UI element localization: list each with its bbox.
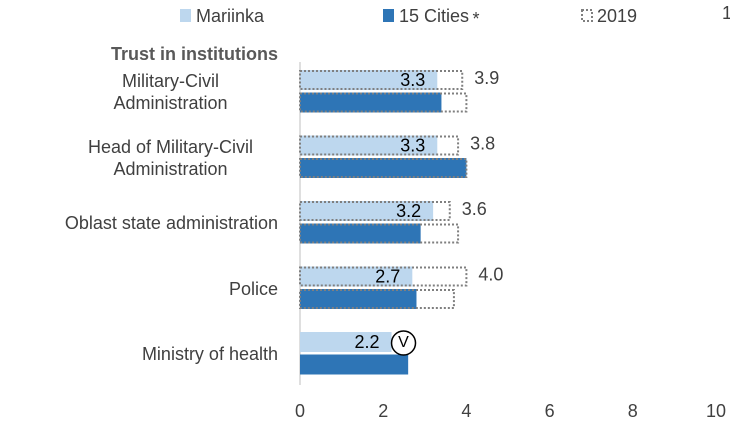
comparison-label: 3.8 bbox=[470, 133, 495, 153]
annotation-text: V bbox=[398, 334, 409, 351]
category-label: Ministry of health bbox=[142, 324, 278, 384]
legend-label: 15 Cities bbox=[399, 6, 469, 26]
bar bbox=[300, 266, 413, 287]
category-text: Head of Military-Civil Administration bbox=[87, 136, 254, 179]
legend-note: * bbox=[472, 9, 479, 29]
bar bbox=[300, 289, 417, 309]
comparison-label: 3.6 bbox=[462, 199, 487, 219]
value-label: 3.2 bbox=[396, 201, 421, 221]
comparison-outline bbox=[299, 70, 464, 90]
comparison-label: 4.0 bbox=[478, 264, 503, 284]
value-label: 3.3 bbox=[400, 70, 425, 90]
x-tick-label: 0 bbox=[295, 401, 305, 421]
bar bbox=[300, 223, 421, 244]
comparison-outline bbox=[299, 289, 455, 309]
bar bbox=[300, 135, 438, 156]
bar bbox=[300, 332, 392, 352]
legend-swatch bbox=[383, 9, 394, 22]
value-label: 3.3 bbox=[400, 135, 425, 155]
category-text: Ministry of health bbox=[141, 344, 278, 364]
category-text: Oblast state administration bbox=[64, 213, 278, 233]
value-label: 2.7 bbox=[375, 266, 400, 286]
value-label: 2.2 bbox=[354, 332, 379, 352]
category-label: Oblast state administration bbox=[65, 193, 278, 253]
category-text: Police bbox=[228, 278, 278, 299]
x-tick-label: 4 bbox=[461, 401, 471, 421]
chart-title: Trust in institutions bbox=[111, 44, 278, 64]
comparison-label: 3.9 bbox=[474, 68, 499, 88]
x-tick-label: 6 bbox=[545, 401, 555, 421]
bar bbox=[300, 158, 467, 178]
legend-swatch bbox=[581, 9, 593, 22]
corner-note: 1 bbox=[722, 3, 730, 23]
category-label: Head of Military-Civil Administration bbox=[63, 128, 278, 188]
x-tick-label: 10 bbox=[706, 401, 726, 421]
annotation-circle bbox=[390, 330, 417, 356]
x-tick-label: 2 bbox=[378, 401, 388, 421]
legend-swatch bbox=[180, 9, 191, 22]
bar bbox=[300, 354, 409, 375]
legend-label: Mariinka bbox=[196, 6, 265, 26]
bar bbox=[300, 70, 438, 90]
category-label: Police bbox=[229, 259, 278, 319]
category-label: Military-Civil Administration bbox=[63, 62, 278, 122]
category-text: Military-Civil Administration bbox=[113, 71, 228, 113]
bar bbox=[300, 201, 434, 221]
bar bbox=[300, 92, 442, 113]
x-tick-label: 8 bbox=[628, 401, 638, 421]
legend-label: 2019 bbox=[597, 6, 637, 26]
